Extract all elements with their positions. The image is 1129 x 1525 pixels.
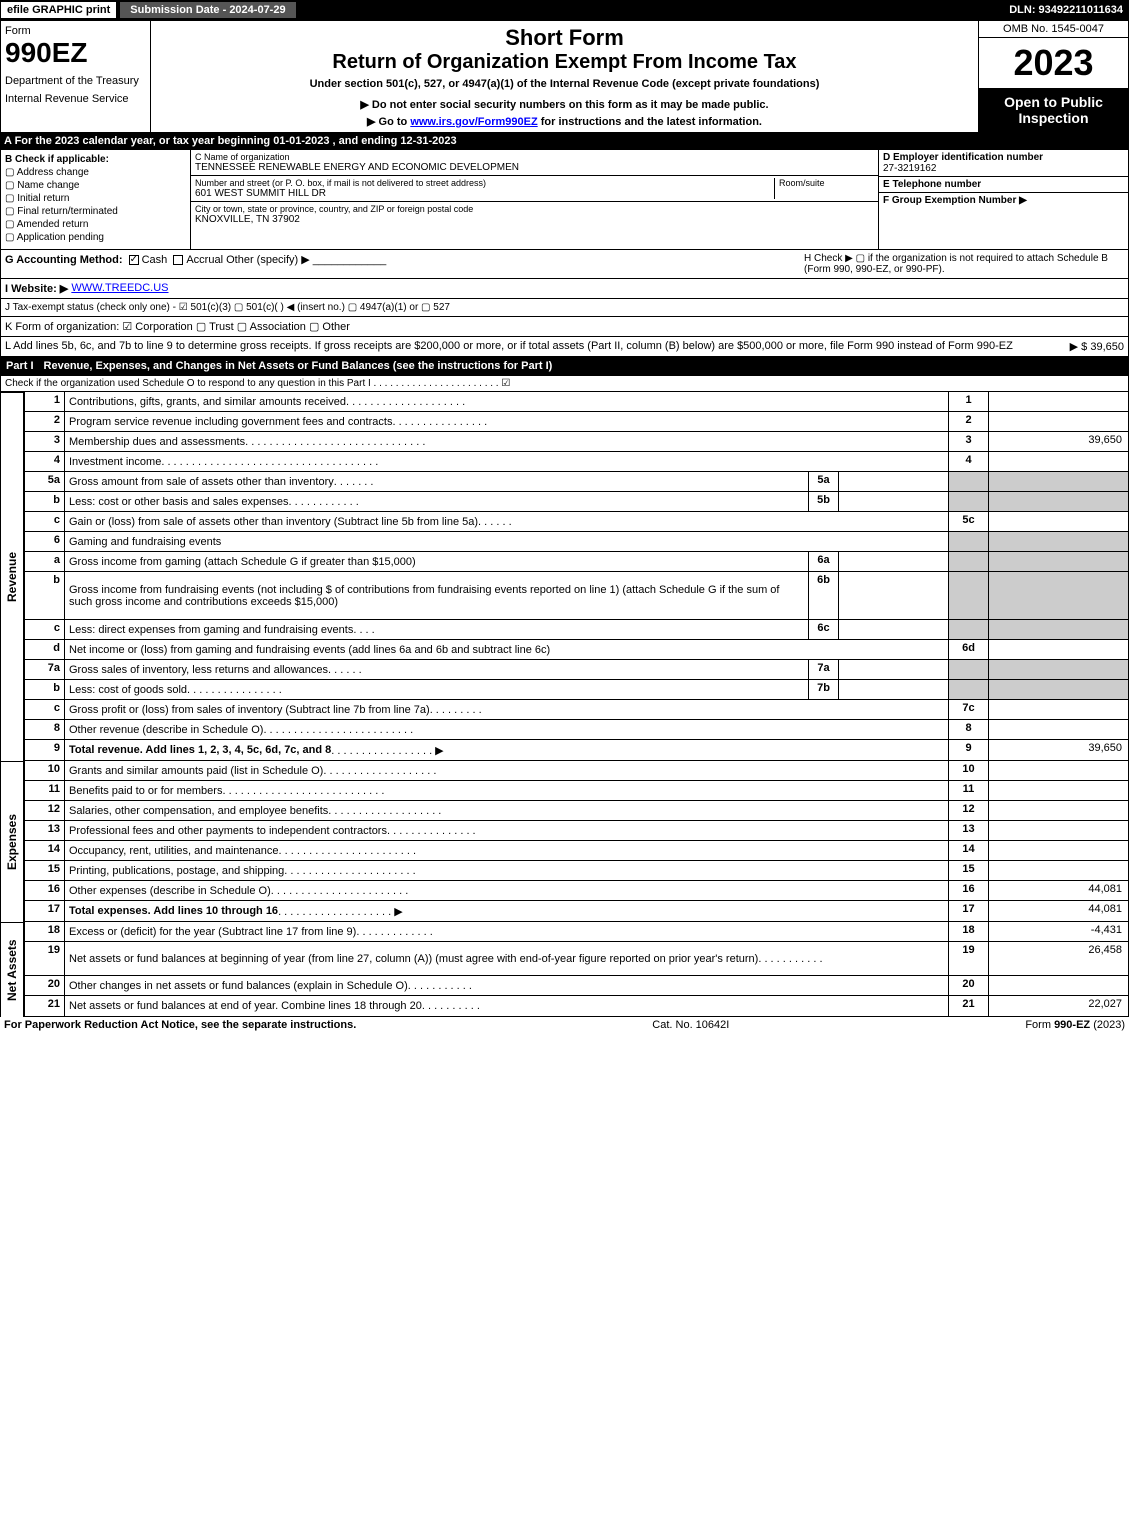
city-label: City or town, state or province, country… bbox=[195, 204, 874, 214]
line-17-amount: 44,081 bbox=[988, 901, 1128, 921]
header-center: Short Form Return of Organization Exempt… bbox=[151, 21, 978, 132]
accounting-label: G Accounting Method: bbox=[5, 254, 123, 266]
part-1-header: Part I Revenue, Expenses, and Changes in… bbox=[0, 357, 1129, 375]
header-left: Form 990EZ Department of the Treasury In… bbox=[1, 21, 151, 132]
chk-name-change[interactable]: ▢ Name change bbox=[5, 180, 186, 191]
chk-initial-return[interactable]: ▢ Initial return bbox=[5, 193, 186, 204]
line-i: I Website: ▶ WWW.TREEDC.US bbox=[0, 279, 1129, 299]
submission-date: Submission Date - 2024-07-29 bbox=[119, 1, 296, 19]
section-c: C Name of organization TENNESSEE RENEWAB… bbox=[191, 150, 878, 249]
page-footer: For Paperwork Reduction Act Notice, see … bbox=[0, 1017, 1129, 1033]
part-1-check: Check if the organization used Schedule … bbox=[0, 375, 1129, 392]
line-a: A For the 2023 calendar year, or tax yea… bbox=[0, 133, 1129, 149]
note-ssn: ▶ Do not enter social security numbers o… bbox=[155, 98, 974, 111]
section-b-to-f: B Check if applicable: ▢ Address change … bbox=[0, 149, 1129, 250]
line-g-h: G Accounting Method: Cash Accrual Other … bbox=[0, 250, 1129, 279]
chk-address-change[interactable]: ▢ Address change bbox=[5, 167, 186, 178]
addr-label: Number and street (or P. O. box, if mail… bbox=[195, 178, 774, 188]
line-21-amount: 22,027 bbox=[988, 996, 1128, 1016]
form-header: Form 990EZ Department of the Treasury In… bbox=[0, 20, 1129, 133]
line-3-amount: 39,650 bbox=[988, 432, 1128, 451]
open-inspection: Open to Public Inspection bbox=[979, 88, 1128, 132]
phone-label: E Telephone number bbox=[883, 179, 1124, 190]
paperwork-notice: For Paperwork Reduction Act Notice, see … bbox=[4, 1019, 356, 1031]
revenue-side-label: Revenue bbox=[0, 392, 24, 761]
room-label: Room/suite bbox=[779, 178, 874, 188]
ein-value: 27-3219162 bbox=[883, 163, 1124, 174]
line-9-amount: 39,650 bbox=[988, 740, 1128, 760]
section-def: D Employer identification number 27-3219… bbox=[878, 150, 1128, 249]
line-18-amount: -4,431 bbox=[988, 922, 1128, 941]
dln-label: DLN: 93492211011634 bbox=[1009, 4, 1129, 16]
chk-amended-return[interactable]: ▢ Amended return bbox=[5, 219, 186, 230]
form-label: Form bbox=[5, 25, 146, 37]
subtitle: Under section 501(c), 527, or 4947(a)(1)… bbox=[155, 78, 974, 90]
revenue-grid: 1Contributions, gifts, grants, and simil… bbox=[24, 392, 1129, 761]
ein-label: D Employer identification number bbox=[883, 152, 1124, 163]
note-link: ▶ Go to www.irs.gov/Form990EZ for instru… bbox=[155, 115, 974, 128]
part-1-title: Revenue, Expenses, and Changes in Net As… bbox=[44, 360, 553, 372]
top-bar: efile GRAPHIC print Submission Date - 20… bbox=[0, 0, 1129, 20]
irs-label: Internal Revenue Service bbox=[5, 93, 146, 105]
line-l: L Add lines 5b, 6c, and 7b to line 9 to … bbox=[0, 337, 1129, 357]
org-name-label: C Name of organization bbox=[195, 152, 874, 162]
netassets-side-label: Net Assets bbox=[0, 922, 24, 1017]
form-footer: Form 990-EZ (2023) bbox=[1025, 1019, 1125, 1031]
expenses-side-label: Expenses bbox=[0, 761, 24, 922]
short-form-title: Short Form bbox=[155, 25, 974, 51]
section-b: B Check if applicable: ▢ Address change … bbox=[1, 150, 191, 249]
chk-accrual[interactable] bbox=[173, 255, 183, 265]
org-address: 601 WEST SUMMIT HILL DR bbox=[195, 188, 326, 199]
expenses-grid: 10Grants and similar amounts paid (list … bbox=[24, 761, 1129, 922]
group-exemption-label: F Group Exemption Number ▶ bbox=[883, 195, 1124, 206]
header-right: OMB No. 1545-0047 2023 Open to Public In… bbox=[978, 21, 1128, 132]
website-link[interactable]: WWW.TREEDC.US bbox=[71, 282, 168, 295]
line-16-amount: 44,081 bbox=[988, 881, 1128, 900]
form-number: 990EZ bbox=[5, 37, 146, 69]
line-j: J Tax-exempt status (check only one) - ☑… bbox=[0, 299, 1129, 317]
netassets-grid: 18Excess or (deficit) for the year (Subt… bbox=[24, 922, 1129, 1017]
chk-cash[interactable] bbox=[129, 255, 139, 265]
cat-no: Cat. No. 10642I bbox=[652, 1019, 729, 1031]
gross-receipts: ▶ $ 39,650 bbox=[1070, 340, 1124, 353]
chk-final-return[interactable]: ▢ Final return/terminated bbox=[5, 206, 186, 217]
org-city: KNOXVILLE, TN 37902 bbox=[195, 214, 300, 225]
department-label: Department of the Treasury bbox=[5, 75, 146, 87]
part-1-label: Part I bbox=[6, 360, 34, 372]
section-b-label: B Check if applicable: bbox=[5, 154, 186, 165]
line-k: K Form of organization: ☑ Corporation ▢ … bbox=[0, 317, 1129, 337]
chk-application-pending[interactable]: ▢ Application pending bbox=[5, 232, 186, 243]
irs-link[interactable]: www.irs.gov/Form990EZ bbox=[410, 116, 537, 128]
efile-label[interactable]: efile GRAPHIC print bbox=[0, 1, 117, 19]
org-name: TENNESSEE RENEWABLE ENERGY AND ECONOMIC … bbox=[195, 162, 519, 173]
tax-year: 2023 bbox=[979, 38, 1128, 88]
line-19-amount: 26,458 bbox=[988, 942, 1128, 975]
line-h: H Check ▶ ▢ if the organization is not r… bbox=[804, 253, 1124, 275]
main-title: Return of Organization Exempt From Incom… bbox=[155, 51, 974, 74]
omb-number: OMB No. 1545-0047 bbox=[979, 21, 1128, 38]
